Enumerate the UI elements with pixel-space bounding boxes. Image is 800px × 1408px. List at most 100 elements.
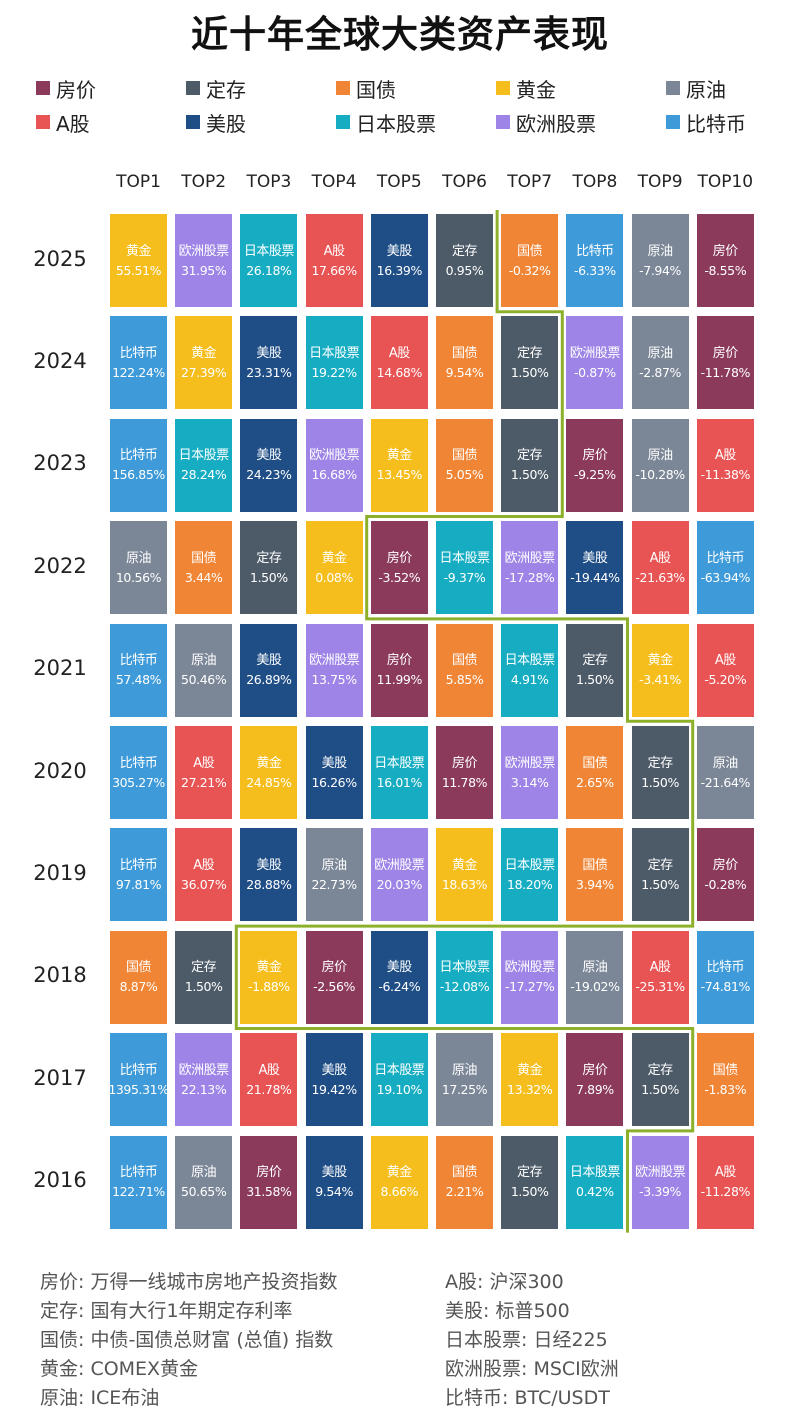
cell-asset-name: 比特币: [706, 960, 745, 976]
asset-cell: 国债 3.44%: [175, 521, 233, 615]
cell-asset-name: 房价: [582, 448, 608, 464]
cell-return-value: -2.87%: [639, 364, 681, 380]
cell-return-value: -11.78%: [700, 364, 751, 380]
asset-cell: 美股 24.23%: [240, 418, 298, 512]
cell-return-value: 5.85%: [445, 672, 484, 688]
asset-cell: 欧洲股票 -17.28%: [501, 521, 559, 615]
asset-cell: 定存 0.95%: [436, 214, 493, 307]
asset-cell: 原油 10.56%: [110, 521, 167, 615]
asset-cell: 黄金 0.08%: [305, 521, 363, 615]
cell-asset-name: 美股: [386, 960, 413, 976]
cell-return-value: -63.94%: [700, 569, 751, 585]
asset-cell: A股 17.66%: [305, 214, 363, 307]
cell-asset-name: 黄金: [517, 1062, 543, 1078]
cell-return-value: 7.89%: [576, 1081, 614, 1097]
notes-left: 房价: 万得一线城市房地产投资指数 定存: 国有大行1年期定存利率 国债: 中债-国…: [40, 1268, 337, 1408]
asset-cell: 比特币 57.48%: [110, 623, 167, 717]
cell-asset-name: 黄金: [256, 960, 282, 976]
cell-asset-name: 房价: [321, 960, 348, 976]
cell-return-value: -19.44%: [570, 569, 620, 585]
column-header: TOP7: [507, 172, 553, 192]
asset-cell: 原油 -21.64%: [696, 726, 754, 819]
cell-return-value: 156.85%: [112, 467, 165, 483]
asset-cell: A股 -5.20%: [696, 623, 754, 717]
cell-return-value: 22.73%: [311, 876, 357, 892]
cell-asset-name: 美股: [256, 345, 282, 361]
cell-asset-name: 比特币: [119, 345, 158, 361]
cell-asset-name: 房价: [386, 550, 413, 566]
cell-asset-name: 国债: [517, 243, 543, 259]
cell-asset-name: 定存: [517, 448, 543, 464]
asset-cell: 定存 1.50%: [631, 1033, 689, 1127]
cell-return-value: 1.50%: [641, 774, 679, 790]
asset-cell: 欧洲股票 22.13%: [175, 1033, 233, 1127]
cell-asset-name: 房价: [386, 653, 413, 669]
asset-cell: 比特币 305.27%: [110, 726, 167, 819]
chart-title: 近十年全球大类资产表现: [191, 13, 609, 56]
cell-asset-name: 国债: [191, 550, 217, 566]
cell-return-value: 1.50%: [510, 1184, 549, 1200]
note-line: 美股: 标普500: [445, 1300, 570, 1322]
cell-return-value: -9.25%: [573, 467, 616, 483]
cell-return-value: 16.01%: [376, 774, 423, 790]
cell-return-value: 3.14%: [510, 774, 549, 790]
asset-cell: 原油 17.25%: [436, 1033, 493, 1127]
cell-asset-name: 美股: [386, 243, 413, 259]
asset-cell: 国债 9.54%: [436, 316, 493, 410]
cell-return-value: 1.50%: [510, 467, 549, 483]
asset-cell: 欧洲股票 20.03%: [370, 828, 428, 922]
cell-asset-name: 黄金: [647, 653, 674, 669]
asset-cell: 国债 8.87%: [110, 930, 167, 1024]
cell-asset-name: 原油: [125, 550, 152, 566]
cell-return-value: 11.99%: [376, 672, 423, 688]
asset-cell: 黄金 24.85%: [240, 726, 298, 819]
cell-return-value: 9.54%: [445, 364, 484, 380]
cell-return-value: 24.85%: [246, 774, 292, 790]
note-line: 房价: 万得一线城市房地产投资指数: [40, 1271, 338, 1293]
notes-right: A股: 沪深300 美股: 标普500 日本股票: 日经225 欧洲股票: MSCI欧…: [445, 1268, 619, 1408]
asset-cell: 原油 -7.94%: [631, 214, 689, 307]
asset-cell: 日本股票 16.01%: [370, 726, 428, 819]
asset-cell: 房价 -0.28%: [696, 828, 754, 922]
cell-return-value: 31.58%: [246, 1184, 292, 1200]
cell-return-value: -9.37%: [443, 569, 486, 585]
year-label: 2018: [33, 963, 87, 988]
asset-cell: A股 21.78%: [240, 1033, 298, 1127]
asset-cell: 日本股票 18.20%: [501, 828, 559, 922]
cell-asset-name: A股: [714, 1165, 736, 1181]
asset-cell: 欧洲股票 31.95%: [175, 214, 233, 307]
asset-cell: 房价 -8.55%: [696, 214, 754, 307]
cell-return-value: -19.02%: [570, 979, 620, 995]
cell-asset-name: 欧洲股票: [635, 1165, 686, 1181]
asset-cell: 欧洲股票 -17.27%: [501, 930, 559, 1024]
asset-cell: 美股 16.39%: [370, 214, 428, 307]
note-line: 定存: 国有大行1年期定存利率: [40, 1300, 293, 1322]
cell-asset-name: 欧洲股票: [504, 755, 556, 771]
asset-cell: 原油 -10.28%: [631, 418, 689, 512]
asset-cell: 定存 1.50%: [240, 521, 298, 615]
cell-asset-name: 欧洲股票: [178, 243, 230, 259]
legend-label: 原油: [686, 77, 726, 102]
cell-asset-name: A股: [193, 755, 215, 771]
asset-cell: 日本股票 4.91%: [501, 623, 559, 717]
asset-cell: 比特币 -63.94%: [696, 521, 754, 615]
cell-asset-name: 黄金: [451, 857, 478, 873]
cell-asset-name: 欧洲股票: [504, 960, 556, 976]
asset-cell: A股 -11.28%: [696, 1135, 754, 1229]
cell-asset-name: 比特币: [119, 755, 158, 771]
cell-return-value: -17.27%: [505, 979, 555, 995]
cell-return-value: 17.25%: [441, 1081, 488, 1097]
cell-asset-name: 美股: [321, 755, 348, 771]
asset-cell: 黄金 27.39%: [175, 316, 233, 410]
legend-label: 黄金: [516, 77, 556, 102]
cell-return-value: 4.91%: [510, 672, 549, 688]
asset-cell: 原油 22.73%: [305, 828, 363, 922]
legend-item: 欧洲股票: [496, 110, 666, 136]
cell-return-value: 122.24%: [112, 364, 165, 380]
cell-return-value: 13.45%: [376, 467, 423, 483]
asset-cell: 原油 50.65%: [175, 1135, 233, 1229]
cell-asset-name: 定存: [582, 653, 608, 669]
cell-asset-name: 原油: [191, 653, 217, 669]
cell-asset-name: 国债: [125, 960, 152, 976]
cell-asset-name: 美股: [256, 653, 282, 669]
